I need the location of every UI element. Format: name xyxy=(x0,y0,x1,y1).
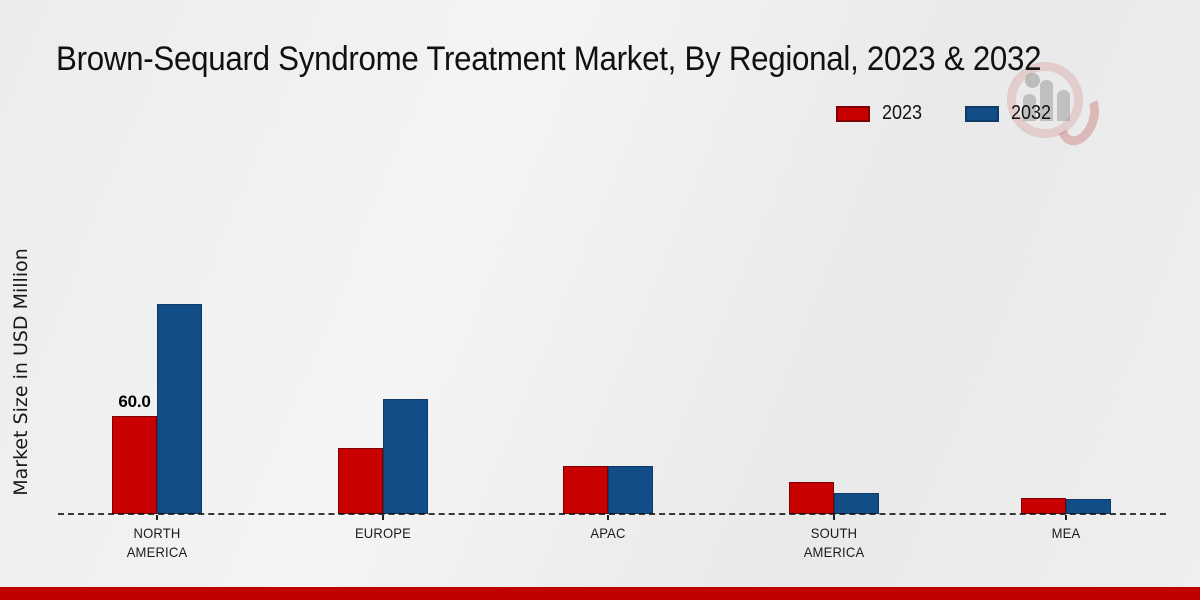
y-axis-label: Market Size in USD Million xyxy=(10,248,32,496)
watermark-person-icon xyxy=(1025,73,1040,88)
bar-2023-europe xyxy=(338,448,383,514)
bar-2032-mea xyxy=(1066,499,1111,514)
x-axis-category-label: MEA xyxy=(1051,525,1081,541)
watermark-bar-icon xyxy=(1057,90,1070,121)
legend-label: 2032 xyxy=(1010,102,1051,124)
company-logo-watermark xyxy=(1002,60,1106,154)
x-axis-tick xyxy=(833,515,835,520)
bar-2023-apac xyxy=(563,466,608,514)
legend-label: 2023 xyxy=(882,102,923,124)
bar-2032-north-america xyxy=(157,304,202,514)
chart-legend: 2023 2032 xyxy=(836,102,1055,125)
bar-2032-south-america xyxy=(834,493,879,514)
legend-swatch-icon xyxy=(836,105,870,122)
watermark-bar-icon xyxy=(1023,94,1036,121)
bar-2032-apac xyxy=(608,466,653,514)
bar-2023-south-america xyxy=(789,482,834,514)
watermark-ring-icon xyxy=(1007,62,1083,138)
watermark-bar-icon xyxy=(1040,80,1053,121)
page-title: Brown-Sequard Syndrome Treatment Market,… xyxy=(56,40,1042,78)
footer-accent-bar xyxy=(0,587,1200,600)
legend-item-2023: 2023 xyxy=(836,102,927,125)
legend-swatch-icon xyxy=(964,105,999,122)
bar-2032-europe xyxy=(383,399,428,514)
bar-value-label: 60.0 xyxy=(118,392,151,411)
legend-item-2032: 2032 xyxy=(964,102,1056,125)
bar-2023-mea xyxy=(1021,498,1066,514)
x-axis-tick xyxy=(607,515,609,520)
x-axis-category-label: SOUTH AMERICA xyxy=(803,525,865,560)
x-axis-baseline xyxy=(58,513,1166,515)
x-axis-category-label: NORTH AMERICA xyxy=(126,525,188,560)
x-axis-tick xyxy=(382,515,384,520)
x-axis-tick xyxy=(156,515,158,520)
x-axis-category-label: APAC xyxy=(590,525,626,541)
bar-2023-north-america xyxy=(112,416,157,514)
x-axis-tick xyxy=(1065,515,1067,520)
x-axis-category-label: EUROPE xyxy=(354,525,412,541)
